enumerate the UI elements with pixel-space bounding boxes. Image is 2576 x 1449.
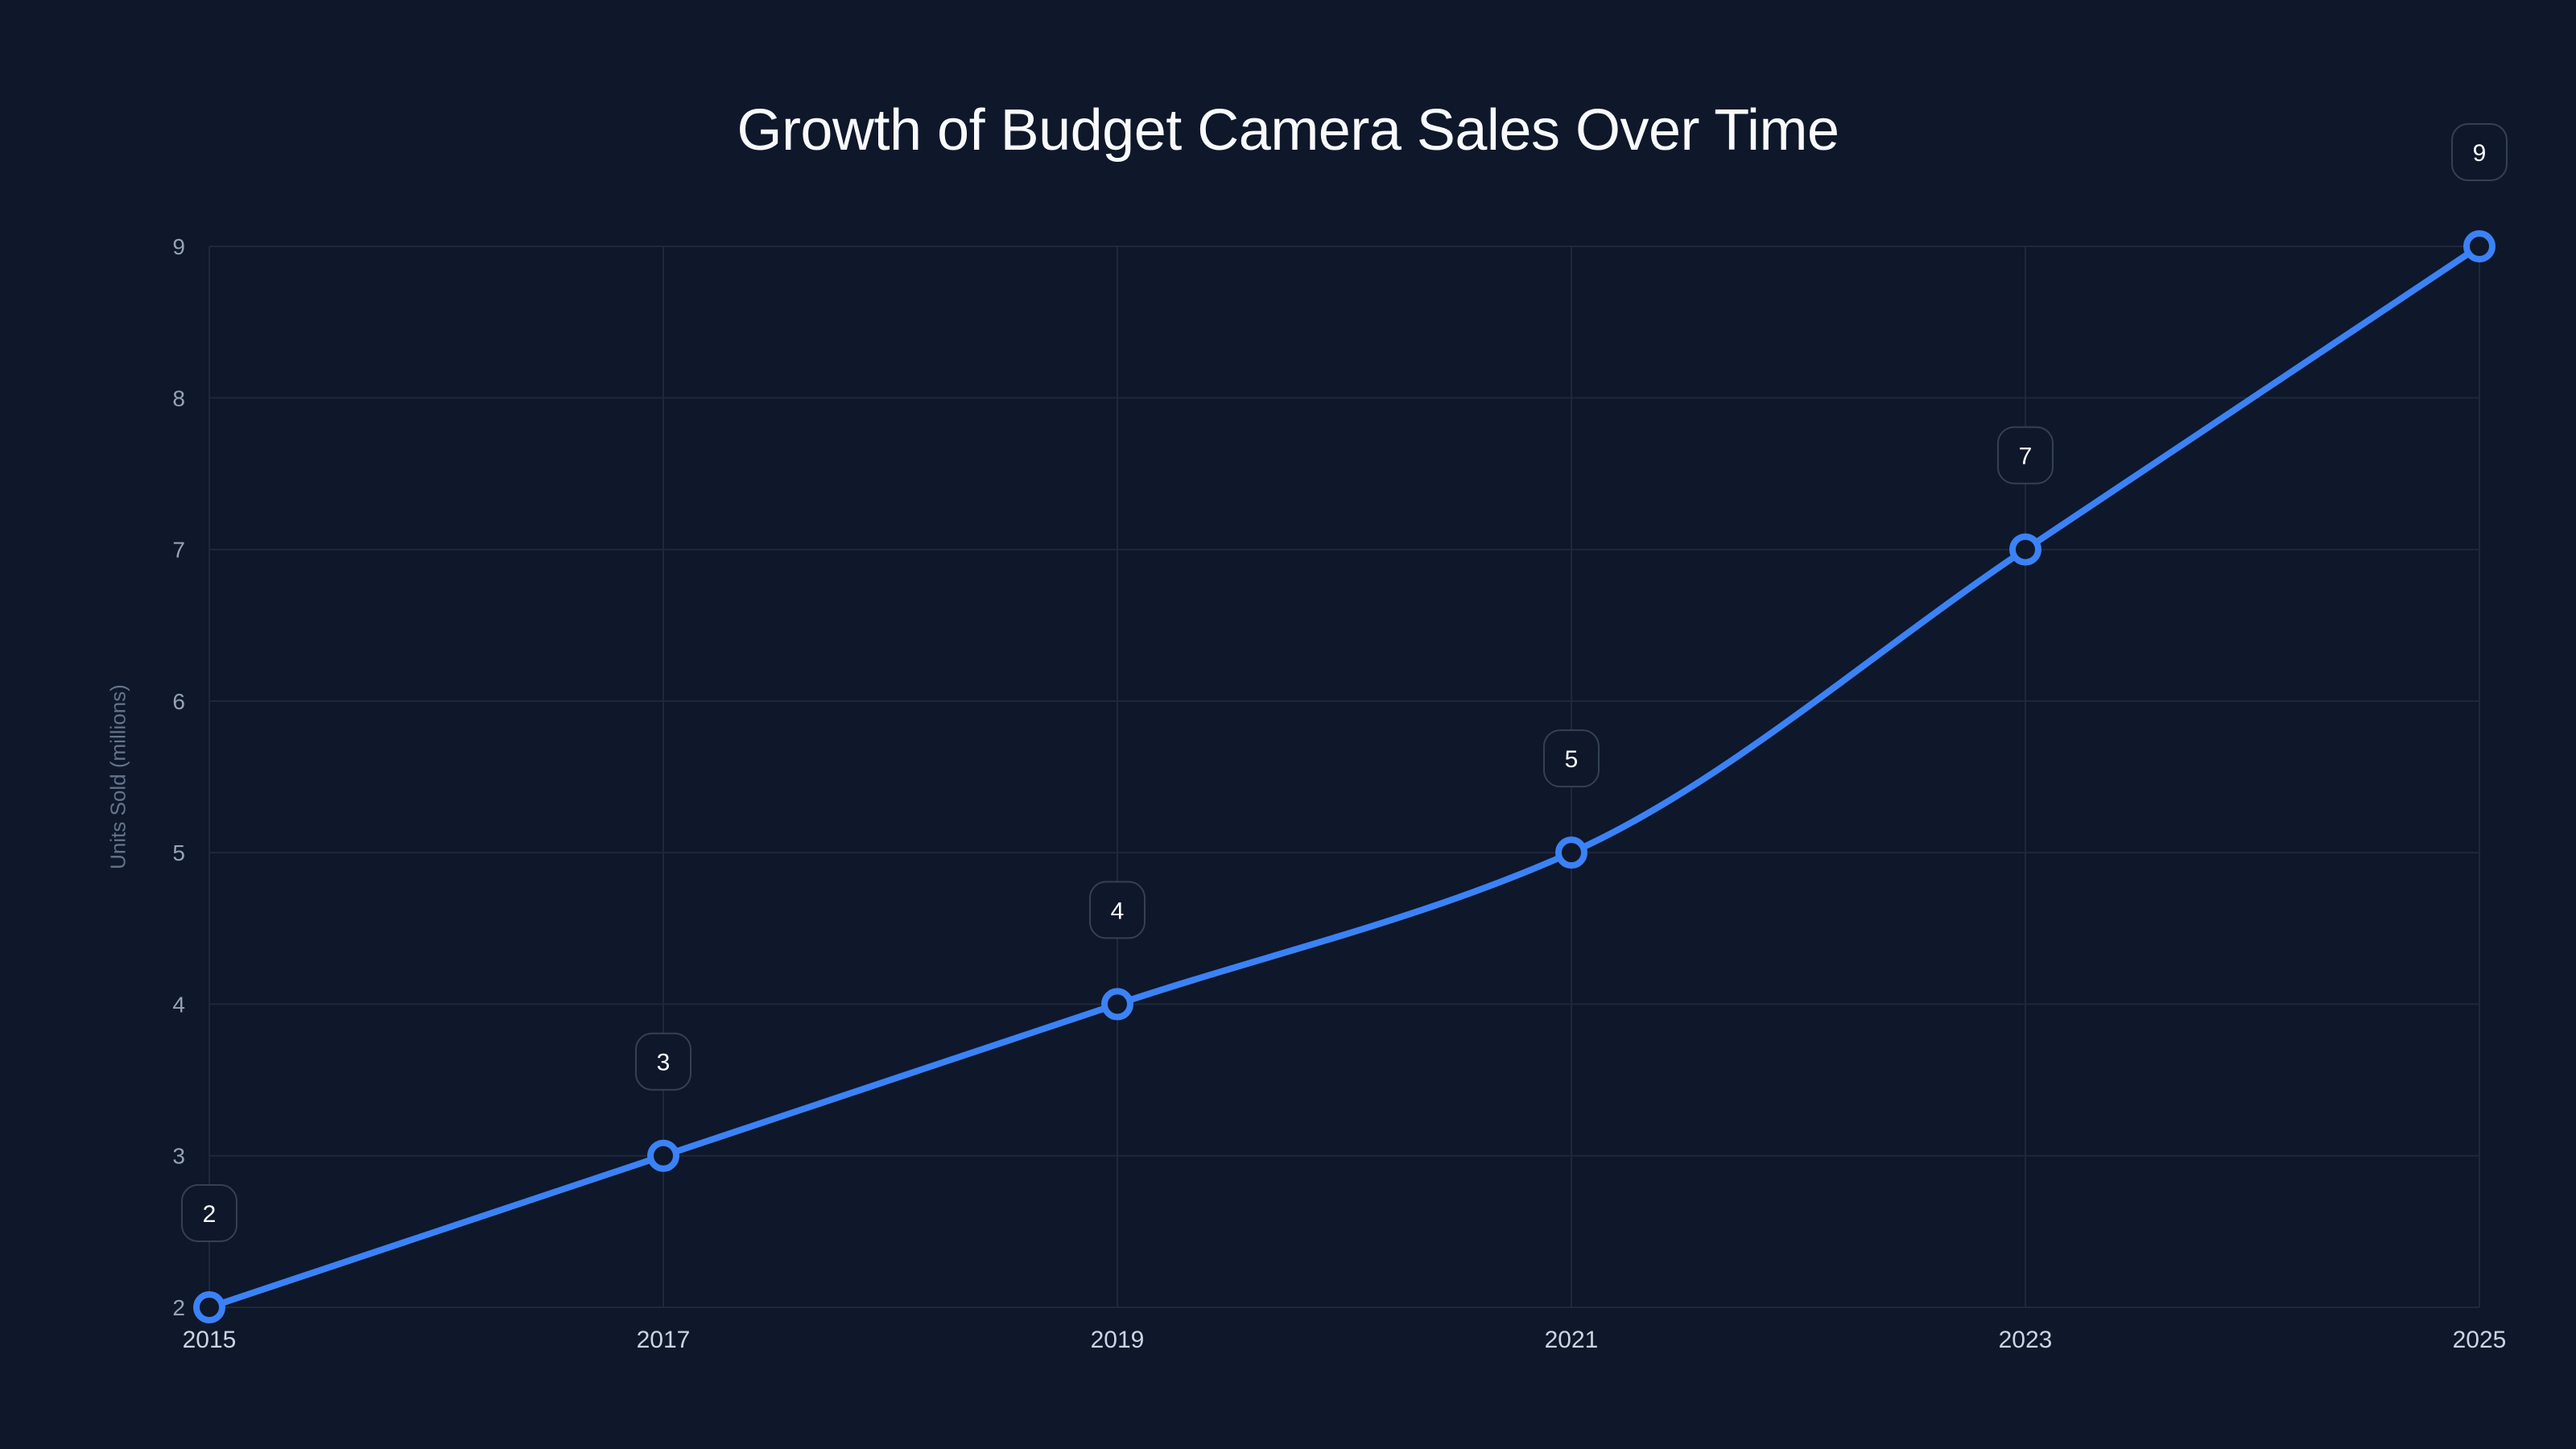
data-point-marker[interactable] xyxy=(2463,230,2496,262)
y-axis-ticks: 2 3 4 5 6 7 8 9 xyxy=(172,234,185,1320)
y-tick-label: 6 xyxy=(172,689,185,714)
y-tick-label: 9 xyxy=(172,234,185,259)
data-label-text: 3 xyxy=(657,1050,671,1076)
y-tick-label: 7 xyxy=(172,538,185,563)
data-label-badge: 9 xyxy=(2451,123,2508,181)
x-tick-label: 2019 xyxy=(1091,1327,1145,1353)
y-tick-label: 3 xyxy=(172,1144,185,1169)
y-tick-label: 4 xyxy=(172,992,185,1017)
data-point-marker[interactable] xyxy=(1101,988,1133,1021)
data-label-text: 9 xyxy=(2473,140,2487,167)
grid-lines xyxy=(208,246,2480,1308)
y-tick-label: 5 xyxy=(172,840,185,865)
data-point-marker[interactable] xyxy=(1555,836,1587,869)
series-line xyxy=(206,243,2483,1311)
data-point-marker[interactable] xyxy=(2009,533,2041,566)
x-tick-label: 2023 xyxy=(1999,1327,2053,1353)
y-tick-label: 8 xyxy=(172,386,185,411)
data-label-badge: 2 xyxy=(181,1184,237,1242)
chart-title: Growth of Budget Camera Sales Over Time xyxy=(737,98,1839,163)
data-point-marker[interactable] xyxy=(647,1139,679,1172)
data-label-badge: 5 xyxy=(1543,729,1600,788)
x-tick-label: 2015 xyxy=(183,1327,237,1353)
x-tick-label: 2025 xyxy=(2453,1327,2507,1353)
data-labels: 2 3 4 5 7 9 xyxy=(181,123,2508,1242)
data-label-text: 4 xyxy=(1111,898,1125,924)
data-label-text: 5 xyxy=(1565,746,1579,773)
data-label-badge: 4 xyxy=(1089,881,1146,939)
data-label-text: 2 xyxy=(203,1201,217,1228)
data-label-badge: 3 xyxy=(635,1032,691,1091)
y-tick-label: 2 xyxy=(172,1295,185,1320)
data-markers xyxy=(193,230,2496,1323)
data-label-text: 7 xyxy=(2019,444,2033,470)
data-point-marker[interactable] xyxy=(193,1291,225,1323)
x-tick-label: 2017 xyxy=(637,1327,691,1353)
x-axis-ticks: 2015 2017 2019 2021 2023 2025 xyxy=(183,1327,2507,1353)
data-label-badge: 7 xyxy=(1997,426,2054,485)
x-tick-label: 2021 xyxy=(1545,1327,1599,1353)
